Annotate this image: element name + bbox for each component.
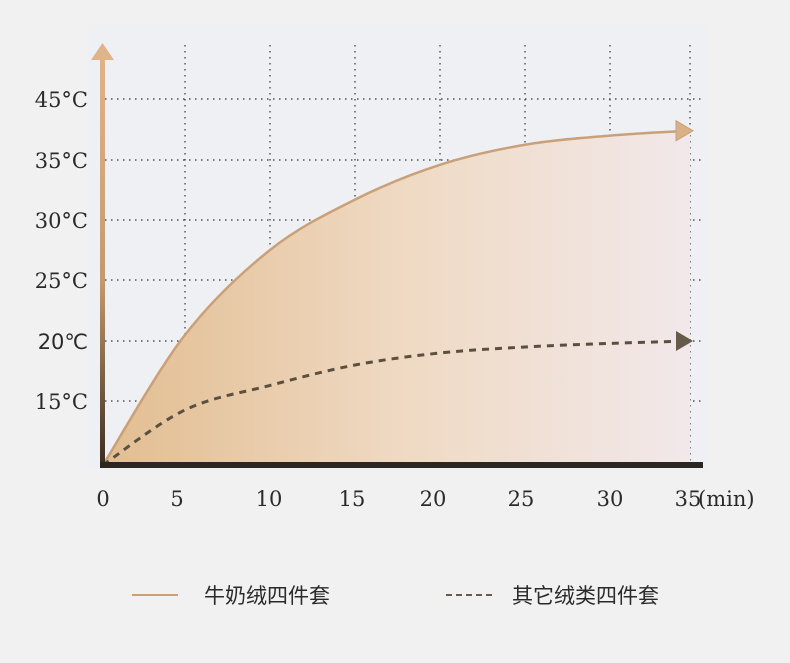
y-tick-label: 45°C (35, 88, 88, 112)
series-0-line (101, 129, 691, 466)
series-1-line (102, 339, 691, 467)
legend-dashed-line-icon (446, 594, 492, 596)
x-axis-label: (min) (698, 487, 755, 511)
x-tick-label: 25 (508, 487, 535, 511)
y-tick-label: 15°C (35, 390, 88, 414)
x-tick-label: 10 (256, 487, 283, 511)
legend-item-1: 其它绒类四件套 (446, 580, 659, 610)
series-0-arrow (675, 119, 694, 142)
y-tick-label: 20℃ (38, 330, 88, 354)
x-tick-label: 30 (597, 487, 624, 511)
y-axis-arrow (91, 43, 114, 60)
y-tick-label: 30°C (35, 209, 88, 233)
x-tick-label: 15 (339, 487, 366, 511)
x-tick-label: 5 (170, 487, 183, 511)
x-axis (100, 462, 703, 468)
x-tick-label: 35 (675, 487, 702, 511)
y-tick-label: 25°C (35, 269, 88, 293)
legend-solid-line-icon (132, 594, 178, 596)
legend-item-0: 牛奶绒四件套 (132, 580, 330, 610)
series-1-arrow (676, 331, 693, 351)
legend-label: 牛奶绒四件套 (204, 584, 330, 608)
legend-label: 其它绒类四件套 (512, 584, 659, 608)
temperature-chart: 45°C 35°C 30°C 25°C 20℃ 15°C 0 5 10 15 20 25 30 35 (… (34, 43, 755, 511)
x-tick-label: 0 (96, 487, 109, 511)
x-tick-label: 20 (420, 487, 447, 511)
series-0-area (103, 130, 690, 465)
y-tick-label: 35°C (35, 149, 88, 173)
y-axis (100, 56, 105, 466)
